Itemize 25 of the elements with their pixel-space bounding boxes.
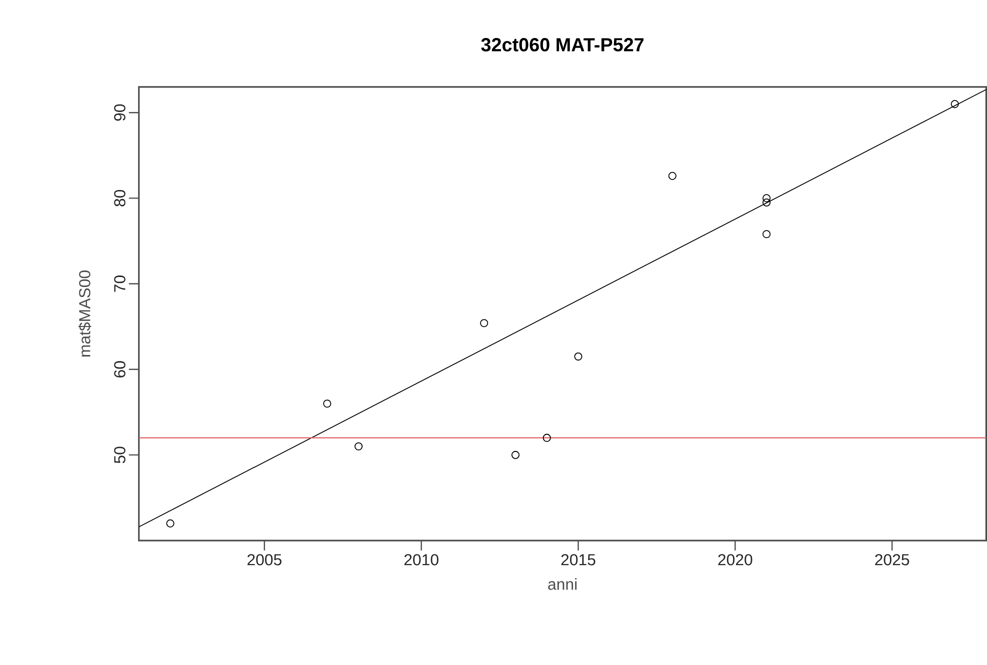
y-tick-label: 90 bbox=[114, 104, 126, 120]
x-tick-label: 2005 bbox=[248, 554, 282, 566]
x-tick-label: 2025 bbox=[875, 554, 910, 566]
y-axis-title: mat$MAS00 bbox=[78, 270, 92, 356]
point bbox=[668, 172, 676, 180]
x-axis-title: anni bbox=[548, 578, 577, 590]
point bbox=[762, 230, 771, 238]
y-tick-label: 80 bbox=[114, 190, 126, 206]
x-tick-label: 2020 bbox=[718, 554, 752, 566]
x-tick-label: 2015 bbox=[561, 554, 596, 566]
chart-title: 32ct060 MAT-P527 bbox=[481, 38, 644, 52]
point bbox=[511, 450, 520, 459]
point bbox=[574, 352, 582, 360]
point bbox=[480, 318, 488, 327]
point bbox=[323, 399, 332, 408]
x-tick-label: 2010 bbox=[404, 554, 438, 566]
point bbox=[166, 519, 174, 528]
point bbox=[762, 198, 771, 206]
y-tick-label: 50 bbox=[114, 446, 126, 463]
y-tick-label: 60 bbox=[114, 360, 126, 378]
point bbox=[542, 434, 551, 442]
point bbox=[950, 100, 959, 108]
point bbox=[354, 442, 363, 450]
y-tick-label: 70 bbox=[114, 275, 126, 292]
point bbox=[762, 194, 771, 202]
